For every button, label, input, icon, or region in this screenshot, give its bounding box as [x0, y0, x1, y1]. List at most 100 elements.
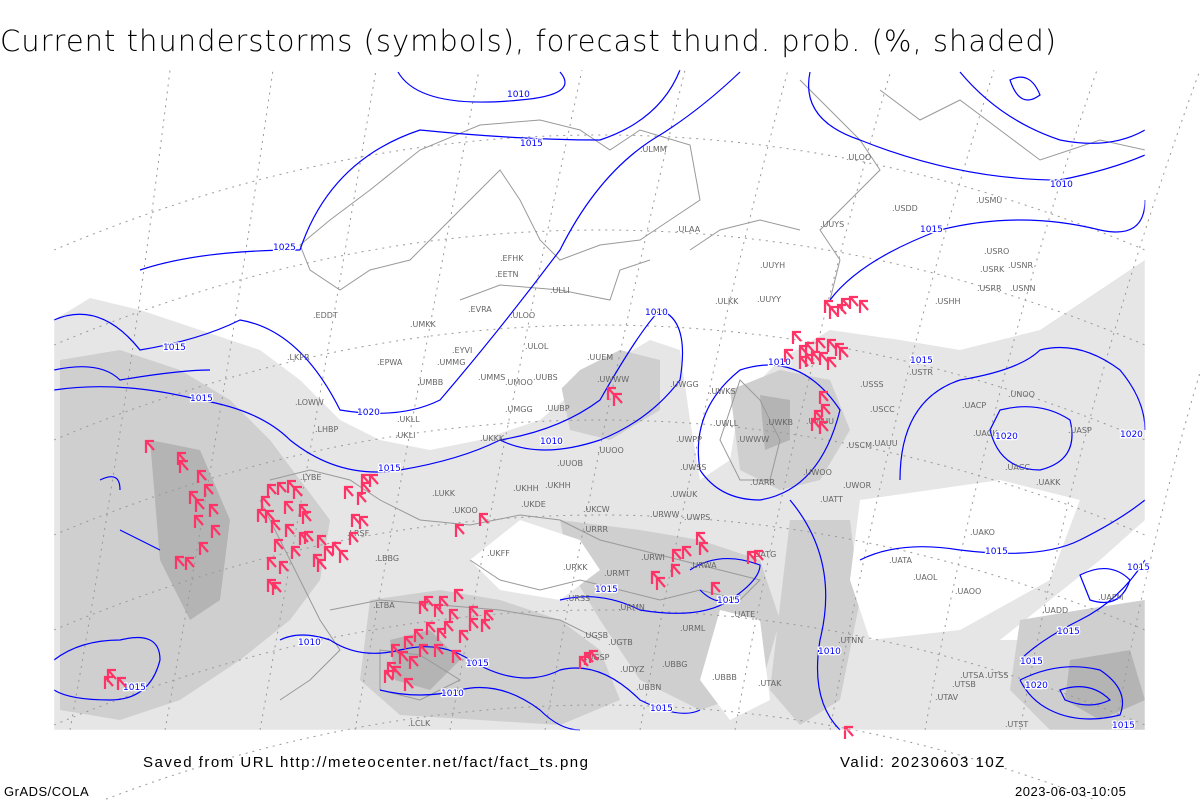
- station-label: .UAFM: [1098, 593, 1123, 602]
- thunderstorm-symbol: [348, 531, 359, 545]
- isobar-line: [989, 406, 1073, 471]
- thunderstorm-symbol: [343, 485, 354, 499]
- thunderstorm-symbol: [256, 508, 267, 522]
- station-label: .UTSB: [952, 680, 976, 689]
- station-label: .ULOO: [510, 311, 535, 320]
- isobar-label: 1015: [1020, 657, 1043, 667]
- isobar-label: 1015: [910, 356, 933, 366]
- station-label: .UACP: [962, 401, 986, 410]
- isobar-line: [279, 634, 701, 714]
- coastline: [799, 79, 881, 301]
- thunderstorm-symbol: [184, 556, 195, 570]
- station-label: .UWOO: [803, 468, 832, 477]
- isobar-label: 1010: [540, 437, 563, 447]
- station-label: .UTAV: [935, 693, 959, 702]
- isobar-line: [99, 476, 121, 491]
- station-label: .LBBG: [375, 554, 399, 563]
- thunderstorm-symbol: [818, 420, 829, 434]
- isobar-line: [829, 199, 1146, 301]
- isobar-labels: 1010 1015 1010 1015 1025 1010 1015 1010 1015 1015…: [122, 89, 1151, 733]
- thunderstorm-symbol: [271, 581, 282, 595]
- station-label: .UKLI: [395, 431, 415, 440]
- thunderstorm-symbol: [278, 560, 289, 574]
- station-label: .UACK: [973, 429, 998, 438]
- thunderstorm-symbol: [448, 608, 459, 622]
- thunderstorm-symbol: [818, 351, 829, 365]
- thunderstorm-symbol: [408, 655, 419, 669]
- thunderstorm-symbol: [783, 348, 794, 362]
- station-label: .UTNN: [838, 636, 863, 645]
- station-label: .UTST: [1005, 720, 1028, 729]
- station-label: .UWKS: [709, 387, 736, 396]
- station-label: .URKK: [563, 563, 588, 572]
- shading-mid-area: [560, 350, 660, 440]
- isobar-label: 1015: [163, 343, 186, 353]
- station-label: .UATT: [820, 495, 843, 504]
- thunderstorm-symbol: [810, 417, 821, 431]
- isobar-label: 1020: [995, 432, 1018, 442]
- thunderstorm-symbol: [588, 649, 599, 663]
- thunderstorm-symbol: [356, 491, 367, 505]
- isobar-line: [859, 499, 1146, 561]
- valid-time-text: Valid: 20230603 10Z: [840, 754, 1006, 771]
- station-label: .UAUU: [872, 439, 898, 448]
- station-label: .UGTB: [608, 638, 633, 647]
- isobar-label: 1020: [357, 408, 380, 418]
- station-label: .ULLI: [550, 286, 570, 295]
- station-label: .ULOL: [525, 342, 549, 351]
- meridian: [259, 69, 377, 731]
- station-label: .UKOO: [452, 506, 478, 515]
- thunderstorm-symbol: [753, 549, 764, 563]
- thunderstorm-symbol: [848, 295, 859, 309]
- thunderstorm-symbol: [273, 538, 284, 552]
- station-label: .LUKK: [432, 489, 456, 498]
- thunderstorm-symbol: [798, 355, 809, 369]
- thunderstorm-symbol: [383, 669, 394, 683]
- isobar-label: 1015: [650, 704, 673, 714]
- meridian: [734, 69, 892, 731]
- thunderstorm-symbol: [820, 403, 831, 417]
- thunderstorm-symbol: [198, 541, 209, 555]
- station-label: .USRR: [977, 284, 1002, 293]
- thunderstorm-symbol: [403, 677, 414, 691]
- isobar-label: 1015: [1127, 563, 1150, 573]
- isobar-line: [699, 589, 741, 602]
- thunderstorm-symbol: [443, 620, 454, 634]
- isobar-line: [53, 71, 741, 414]
- station-label: .UGSP: [585, 653, 610, 662]
- thunderstorm-symbol: [358, 515, 369, 529]
- station-label: .USCM: [846, 441, 872, 450]
- thunderstorm-symbol: [316, 558, 327, 572]
- station-label: .UATA: [889, 556, 913, 565]
- thunderstorm-symbol: [840, 297, 851, 311]
- thunderstorm-symbol: [698, 541, 709, 555]
- station-label: .LHBP: [315, 425, 339, 434]
- isobar-label: 1015: [123, 683, 146, 693]
- station-label: .UKLL: [397, 415, 420, 424]
- coastline: [299, 119, 701, 291]
- thunderstorm-symbol: [210, 524, 221, 538]
- station-label: .URWI: [641, 553, 665, 562]
- station-label: .UASP: [1068, 426, 1092, 435]
- clear-area: [54, 70, 140, 300]
- isobar-label: 1010: [818, 647, 841, 657]
- station-label: .UKDE: [521, 500, 546, 509]
- thunderstorm-symbol: [360, 481, 371, 495]
- isobar-line: [397, 71, 566, 103]
- station-label: .UUOB: [557, 459, 583, 468]
- station-label: .UUBP: [545, 404, 570, 413]
- thunderstorm-symbol: [292, 485, 303, 499]
- station-label: .UUBS: [533, 373, 558, 382]
- station-label: .URRR: [583, 525, 609, 534]
- station-label: .EPWA: [377, 358, 403, 367]
- station-label: .LYBE: [300, 473, 321, 482]
- station-label: .UMMS: [478, 373, 505, 382]
- station-label: .UADD: [1042, 606, 1068, 615]
- isobar-line: [379, 686, 581, 731]
- station-label: .UKCW: [583, 505, 610, 514]
- coastline: [689, 219, 801, 251]
- station-label: .UAOL: [913, 573, 938, 582]
- station-label: .URML: [680, 624, 706, 633]
- thunderstorm-symbol: [454, 523, 465, 537]
